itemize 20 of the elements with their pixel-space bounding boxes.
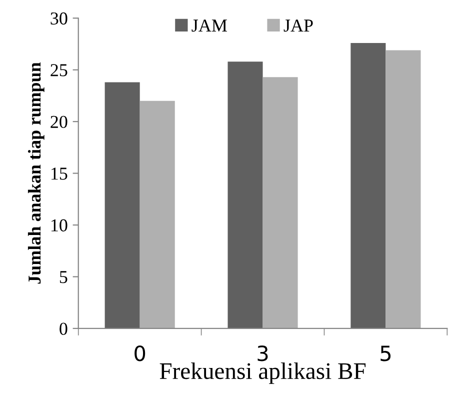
x-tick-label: 0 [134,345,146,362]
bar [262,77,298,328]
y-tick-label: 5 [60,271,68,284]
legend-label: JAP [284,20,313,32]
x-axis-title: Frekuensi aplikasi BF [160,362,366,384]
y-tick-label: 0 [60,322,68,335]
y-axis-title: Jumlah anakan tiap rumpun [28,62,44,284]
y-tick-label: 15 [51,168,68,180]
x-tick-label: 3 [258,345,268,362]
bar [104,82,140,328]
y-tick-label: 10 [51,219,68,232]
bar [140,100,175,328]
bar [228,62,263,328]
y-tick-label: 30 [50,12,68,25]
y-tick-label: 20 [50,116,68,128]
x-tick-label: 5 [380,346,391,362]
bar [350,42,386,328]
legend-label: JAM [192,20,227,32]
bar [386,50,421,328]
y-tick-label: 25 [50,64,68,76]
